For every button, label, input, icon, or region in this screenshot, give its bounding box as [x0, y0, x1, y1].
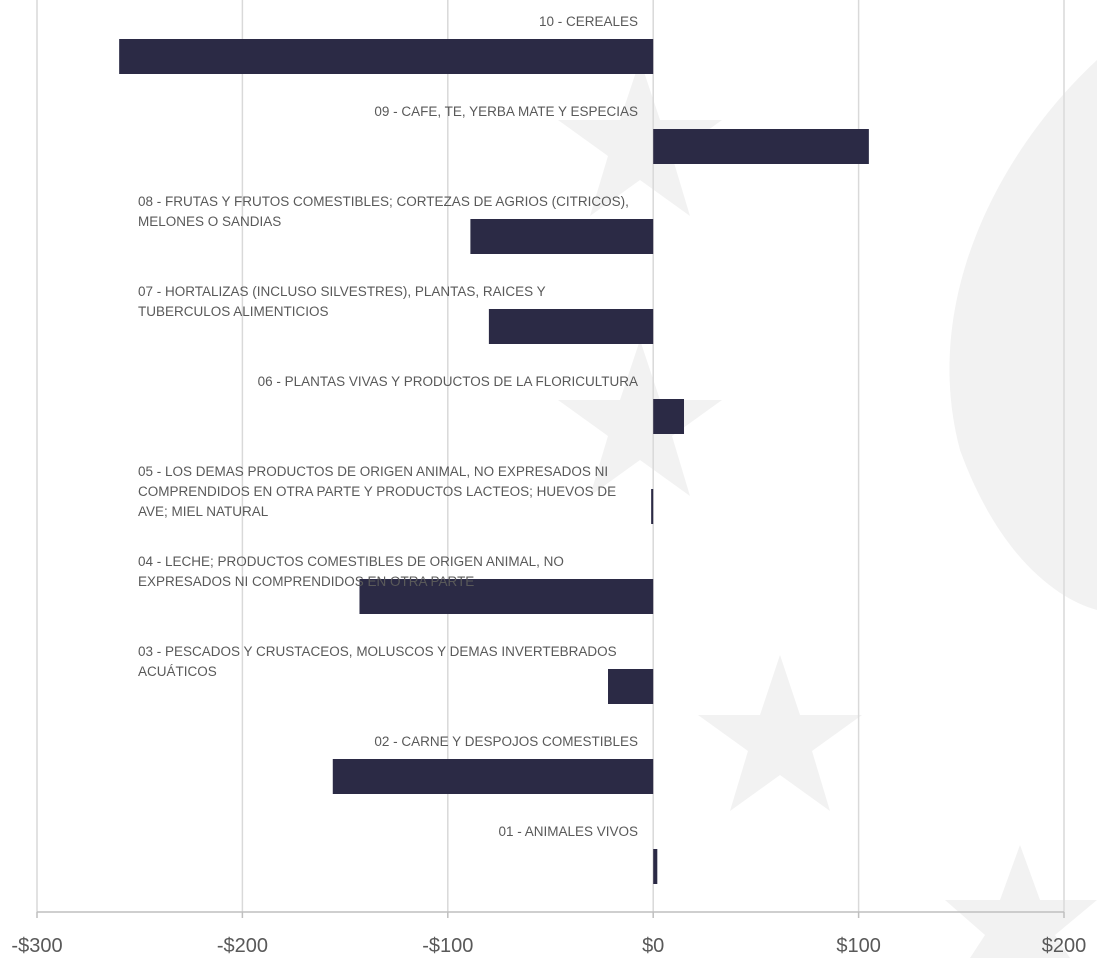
category-label: 05 - LOS DEMAS PRODUCTOS DE ORIGEN ANIMA… — [138, 462, 638, 522]
category-label: 01 - ANIMALES VIVOS — [498, 822, 638, 842]
category-label: 04 - LECHE; PRODUCTOS COMESTIBLES DE ORI… — [138, 552, 638, 592]
x-tick-label: $100 — [836, 935, 881, 957]
bar — [651, 489, 653, 524]
bar — [119, 39, 653, 74]
x-tick-label: $0 — [642, 935, 664, 957]
category-label: 10 - CEREALES — [539, 12, 638, 32]
x-tick-label: -$100 — [422, 935, 473, 957]
bar — [653, 399, 684, 434]
x-tick-label: -$300 — [11, 935, 62, 957]
x-tick-label: $200 — [1042, 935, 1087, 957]
page: -$300-$200-$100$0$100$200 (() => { const… — [0, 0, 1097, 958]
category-label: 09 - CAFE, TE, YERBA MATE Y ESPECIAS — [374, 102, 638, 122]
bar — [333, 759, 653, 794]
bar — [653, 129, 869, 164]
category-label: 02 - CARNE Y DESPOJOS COMESTIBLES — [374, 732, 638, 752]
category-label: 06 - PLANTAS VIVAS Y PRODUCTOS DE LA FLO… — [258, 372, 638, 392]
x-tick-label: -$200 — [217, 935, 268, 957]
category-label: 07 - HORTALIZAS (INCLUSO SILVESTRES), PL… — [138, 282, 638, 322]
background-decoration — [558, 60, 1097, 958]
category-label: 03 - PESCADOS Y CRUSTACEOS, MOLUSCOS Y D… — [138, 642, 638, 682]
bar — [653, 849, 657, 884]
category-label: 08 - FRUTAS Y FRUTOS COMESTIBLES; CORTEZ… — [138, 192, 638, 232]
